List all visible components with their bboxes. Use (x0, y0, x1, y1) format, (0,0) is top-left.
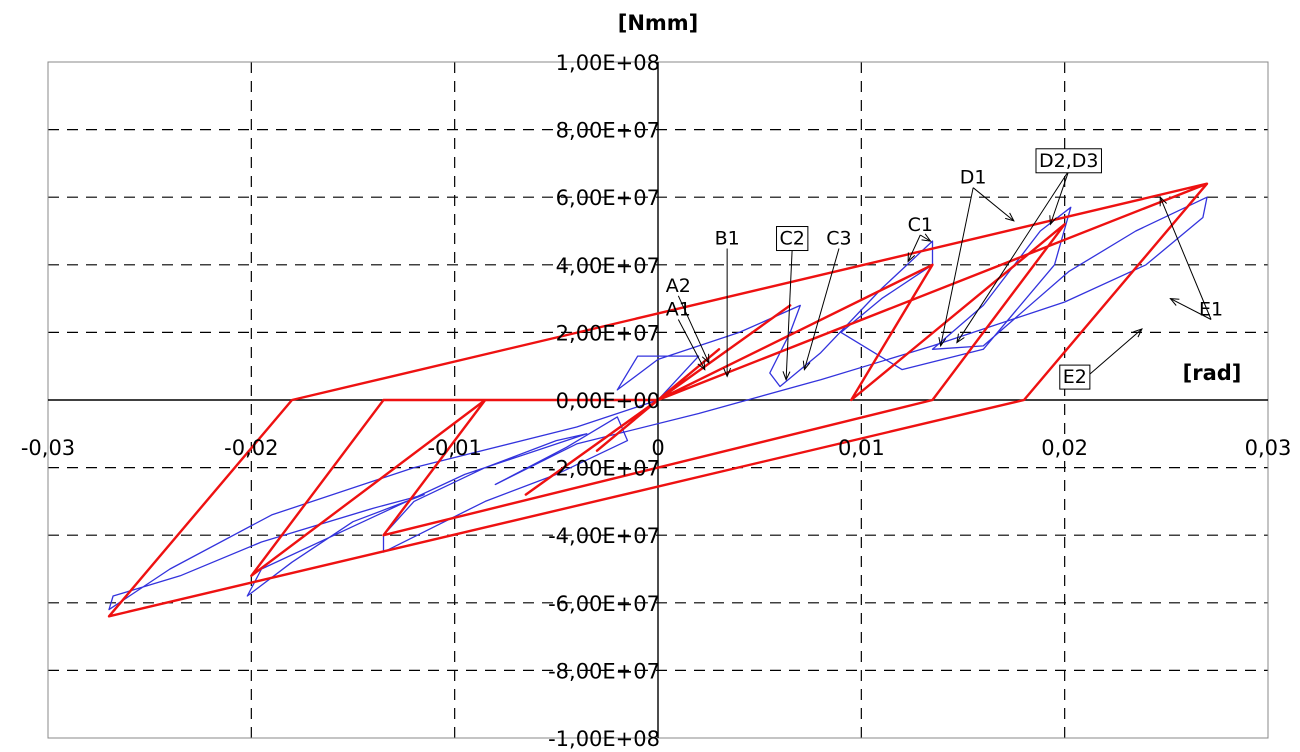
annotation-leader-line (677, 319, 706, 370)
y-tick-label: -2,00E+07 (548, 457, 660, 481)
series-1-line (108, 196, 1208, 611)
x-tick-label: 0,01 (838, 436, 885, 460)
annotation-label: D2,D3 (1039, 150, 1098, 172)
annotation-leader-line (803, 248, 840, 370)
y-tick-label: 1,00E+08 (556, 51, 660, 75)
annotation-leader-line (940, 187, 974, 347)
annotation-leader-line (972, 187, 1015, 222)
x-tick-label: -0,03 (21, 436, 75, 460)
annotation-arrowhead (723, 367, 732, 378)
annotation-arrowhead (1133, 328, 1143, 338)
annotation-label: C2 (780, 228, 805, 250)
x-tick-label: 0,03 (1245, 436, 1292, 460)
series-2-line (107, 182, 1209, 618)
annotation-leader-line (1049, 170, 1070, 225)
tick-labels: -0,03 -0,02 -0,01 0 0,01 0,02 0,03 -1,00E+08 -8,… (21, 51, 1292, 751)
annotation-box (776, 226, 809, 252)
annotation-leader-line (677, 295, 710, 364)
annotation-arrowhead (782, 371, 791, 382)
x-tick-label: 0 (651, 436, 664, 460)
annotation-label: A1 (666, 299, 691, 321)
annotation-label: D1 (960, 167, 987, 189)
annotation-label: C3 (826, 228, 851, 250)
series (107, 182, 1209, 618)
y-tick-label: -6,00E+07 (548, 592, 660, 616)
y-tick-label: -8,00E+07 (548, 659, 660, 683)
annotation-label: B1 (715, 228, 740, 250)
annotation-arrowhead (802, 360, 811, 371)
annotation-label: E1 (1199, 299, 1223, 321)
y-tick-label: 0,00E+00 (556, 389, 660, 413)
annotation-arrowhead (1169, 298, 1180, 306)
annotation-arrowhead (701, 353, 710, 364)
annotation-arrowhead (1005, 212, 1015, 222)
x-axis-title: [rad] (1183, 361, 1242, 385)
annotation-leader-line (907, 234, 921, 262)
x-tick-label: -0,02 (224, 436, 278, 460)
annotation-leader-line (785, 248, 793, 380)
annotation-arrowhead (1049, 215, 1057, 226)
annotation-arrowhead (1159, 196, 1168, 207)
annotation-leader-line (1159, 197, 1212, 320)
y-tick-label: -4,00E+07 (548, 524, 660, 548)
y-tick-label: 2,00E+07 (556, 321, 660, 345)
annotation-leader-line (956, 170, 1070, 343)
annotation-label: C1 (908, 214, 933, 236)
annotation-label: A2 (666, 275, 691, 297)
annotation-box (1035, 148, 1102, 174)
x-tick-label: -0,01 (427, 436, 481, 460)
y-tick-label: 4,00E+07 (556, 254, 660, 278)
y-tick-label: -1,00E+08 (548, 727, 660, 751)
annotation-arrowhead (697, 360, 706, 371)
annotation-box (1059, 364, 1091, 390)
x-tick-label: 0,02 (1041, 436, 1088, 460)
annotation-arrowhead (938, 336, 947, 348)
annotation-label: E2 (1063, 366, 1087, 388)
annotation-leader-line (1170, 298, 1212, 320)
annotation-arrowhead (907, 252, 916, 263)
annotation-arrowhead (956, 333, 965, 344)
y-tick-label: 6,00E+07 (556, 186, 660, 210)
y-tick-label: 8,00E+07 (556, 119, 660, 143)
annotation-arrowhead (921, 233, 932, 242)
annotation-leader-line (920, 234, 931, 242)
y-axis-title: [Nmm] (618, 11, 699, 35)
